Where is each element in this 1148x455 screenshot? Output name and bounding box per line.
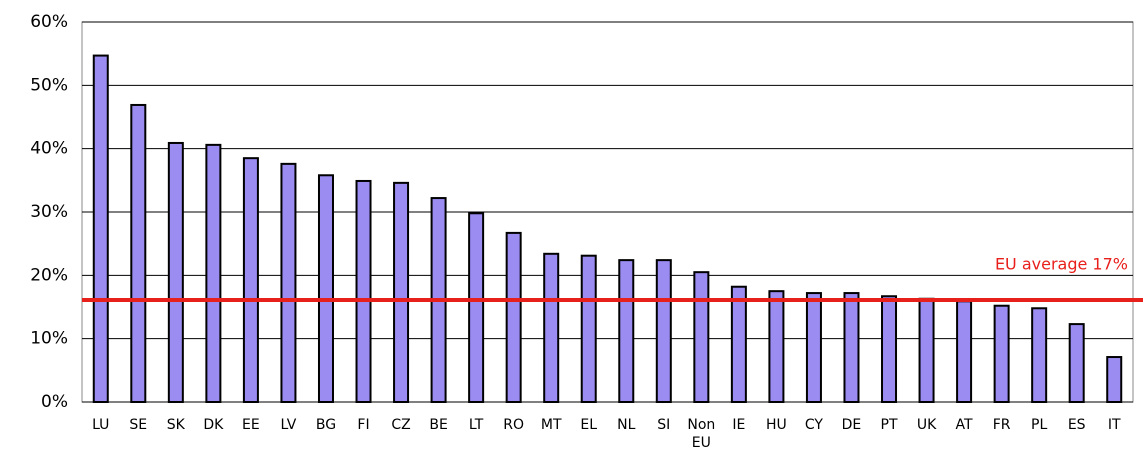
x-tick-label: IE xyxy=(732,417,746,433)
bar xyxy=(693,271,710,403)
bar xyxy=(730,285,747,404)
x-tick-label: DE xyxy=(841,417,862,433)
bar xyxy=(1031,307,1048,403)
y-tick-label: 50% xyxy=(30,75,68,95)
y-tick-label: 40% xyxy=(30,139,68,159)
bar xyxy=(130,103,147,403)
x-tick-label: SE xyxy=(129,417,148,433)
x-tick-label: Non EU xyxy=(687,417,716,451)
x-tick-label: NL xyxy=(617,417,636,433)
x-tick-label: FR xyxy=(992,417,1011,433)
x-tick-label: SI xyxy=(657,417,671,433)
y-tick-label: 0% xyxy=(41,392,68,412)
y-tick-label: 30% xyxy=(30,202,68,222)
bar xyxy=(956,300,973,403)
bar xyxy=(768,290,785,403)
bar xyxy=(167,141,184,403)
x-tick-label: UK xyxy=(916,417,937,433)
bar xyxy=(1068,323,1085,404)
x-tick-label: AT xyxy=(955,417,973,433)
x-tick-label: DK xyxy=(203,417,224,433)
bar xyxy=(468,212,485,403)
x-tick-label: IT xyxy=(1107,417,1121,433)
bar xyxy=(505,231,522,403)
x-tick-label: CY xyxy=(804,417,823,433)
bar xyxy=(993,304,1010,404)
bar xyxy=(918,297,935,403)
y-tick-label: 60% xyxy=(30,12,68,32)
x-tick-label: RO xyxy=(503,417,525,433)
y-tick-label: 10% xyxy=(30,329,68,349)
x-tick-label: LU xyxy=(92,417,110,433)
bar xyxy=(242,157,259,403)
bar xyxy=(881,295,898,404)
x-tick-label: HU xyxy=(766,417,787,433)
x-tick-label: CZ xyxy=(391,417,411,433)
x-tick-label: EE xyxy=(242,417,260,433)
bar xyxy=(655,259,672,403)
x-tick-label: MT xyxy=(540,417,562,433)
bar xyxy=(317,174,334,403)
x-tick-label: LT xyxy=(468,417,484,433)
x-tick-label: SK xyxy=(166,417,185,433)
bar xyxy=(92,54,109,403)
x-tick-label: FI xyxy=(357,417,370,433)
bar xyxy=(205,143,222,403)
bar xyxy=(393,181,410,403)
x-tick-label: BE xyxy=(429,417,448,433)
bar xyxy=(843,292,860,404)
bar xyxy=(543,252,560,403)
x-tick-label: BG xyxy=(315,417,337,433)
bar xyxy=(618,259,635,403)
x-tick-label: PT xyxy=(880,417,898,433)
bar xyxy=(1106,356,1123,403)
x-tick-label: EL xyxy=(580,417,598,433)
bar xyxy=(580,254,597,403)
y-tick-label: 20% xyxy=(30,265,68,285)
x-tick-label: PL xyxy=(1031,417,1048,433)
bar xyxy=(805,292,822,404)
bar xyxy=(280,162,297,403)
bar xyxy=(355,179,372,403)
x-tick-label: LV xyxy=(280,417,297,433)
x-tick-label: ES xyxy=(1067,417,1086,433)
reference-label: EU average 17% xyxy=(995,255,1128,274)
